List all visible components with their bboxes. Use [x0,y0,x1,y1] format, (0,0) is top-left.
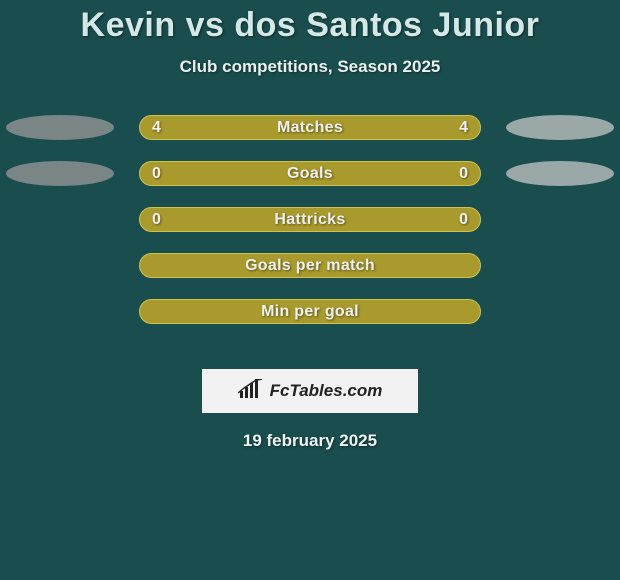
stat-row: Goals per match [0,253,620,299]
stat-row: 0 Goals 0 [0,161,620,207]
page-title: Kevin vs dos Santos Junior [0,6,620,45]
stat-bar: Min per goal [139,299,481,324]
stat-bar: 4 Matches 4 [139,115,481,140]
footer-date: 19 february 2025 [0,431,620,451]
ellipse-left [6,115,114,140]
stat-label: Hattricks [274,211,345,229]
stat-row: Min per goal [0,299,620,345]
stat-value-right: 0 [459,165,468,183]
stat-bar: 0 Hattricks 0 [139,207,481,232]
stat-value-left: 4 [152,119,161,137]
stat-row: 4 Matches 4 [0,115,620,161]
stat-value-right: 0 [459,211,468,229]
ellipse-right [506,161,614,186]
stat-label: Matches [277,119,343,137]
bar-chart-icon [238,379,264,404]
brand-logo: FcTables.com [202,369,418,413]
stat-value-right: 4 [459,119,468,137]
brand-text: FcTables.com [270,381,383,401]
page-subtitle: Club competitions, Season 2025 [0,57,620,77]
stat-bar: Goals per match [139,253,481,278]
stat-label: Goals per match [245,257,375,275]
stat-label: Goals [287,165,333,183]
stat-rows: 4 Matches 4 0 Goals 0 0 Hattricks 0 Goals per mat… [0,115,620,345]
stat-label: Min per goal [261,303,359,321]
ellipse-right [506,115,614,140]
stat-bar: 0 Goals 0 [139,161,481,186]
stat-row: 0 Hattricks 0 [0,207,620,253]
infographic-container: Kevin vs dos Santos Junior Club competit… [0,0,620,451]
stat-value-left: 0 [152,165,161,183]
stat-value-left: 0 [152,211,161,229]
ellipse-left [6,161,114,186]
